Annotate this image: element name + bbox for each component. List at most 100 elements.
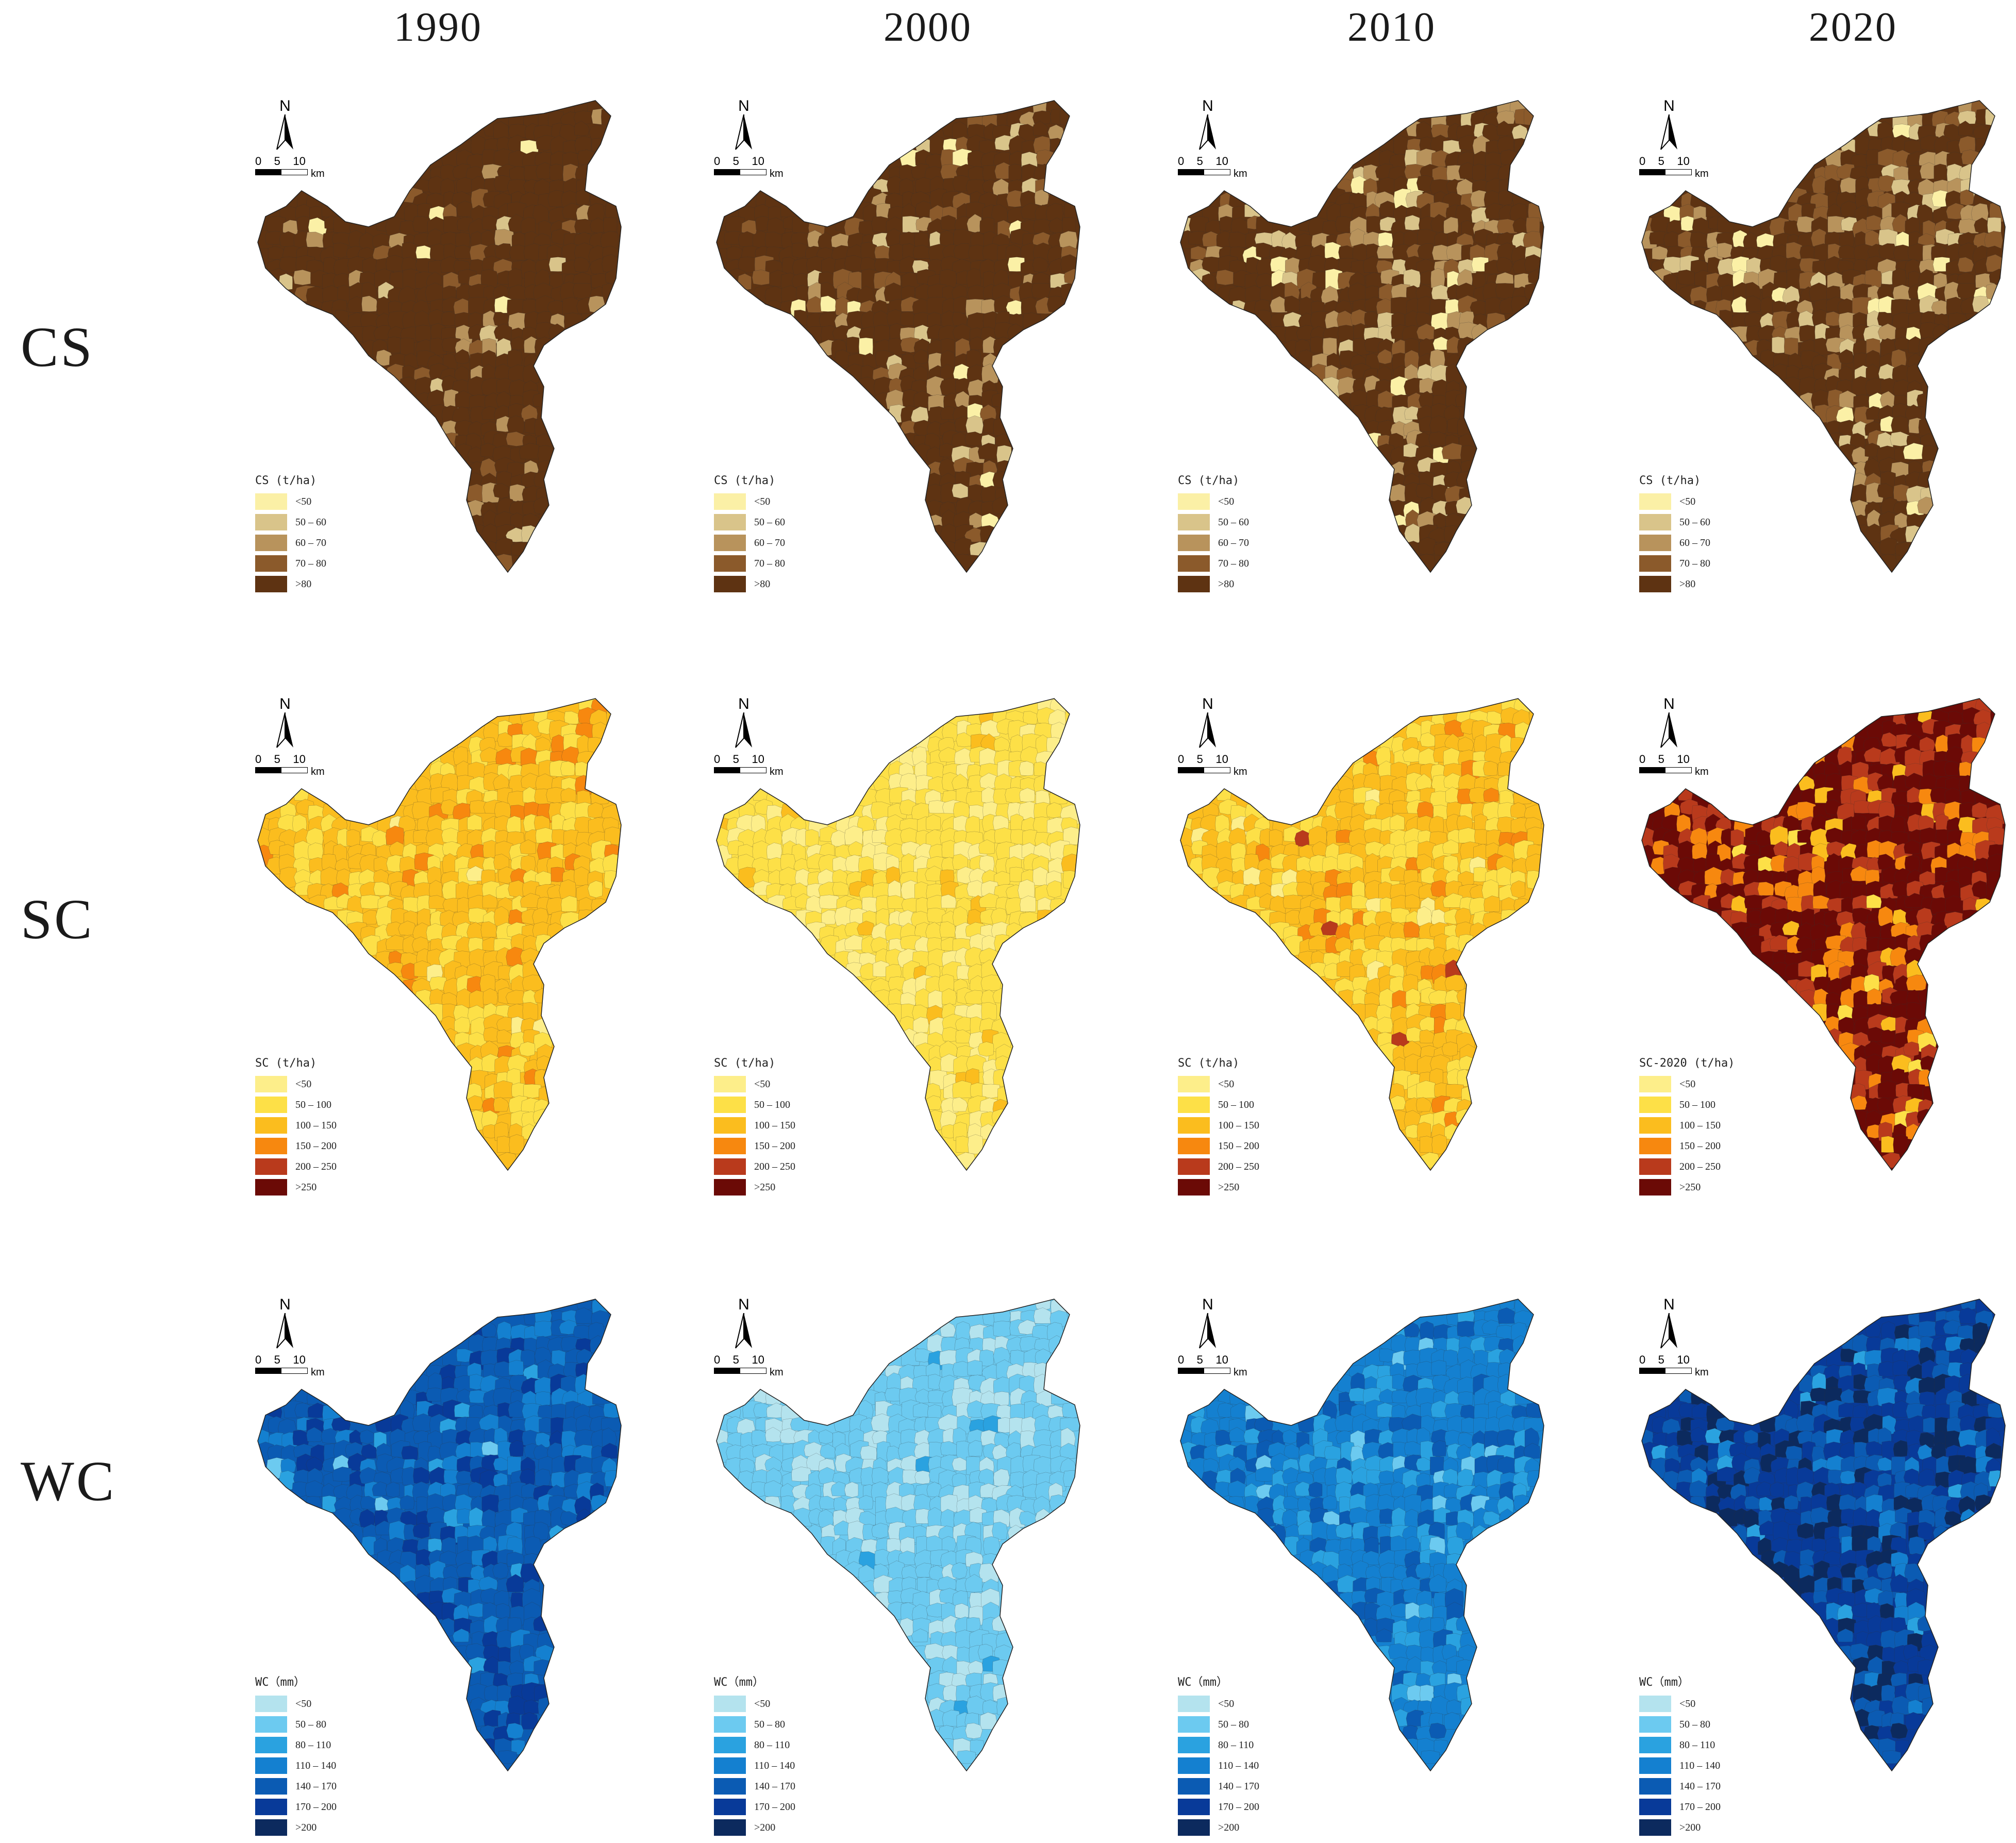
- legend-item: 50 – 60: [255, 512, 326, 533]
- legend-title: WC（mm）: [714, 1673, 795, 1689]
- legend-swatch: [1639, 1819, 1671, 1836]
- legend-swatch: [1178, 1819, 1210, 1836]
- scale-bar-graphic: [714, 1368, 767, 1374]
- scale-bar-ticks: 0 5 10: [1639, 155, 1690, 168]
- legend-swatch: [1639, 1737, 1671, 1753]
- legend-label: <50: [754, 1698, 770, 1710]
- legend-label: 60 – 70: [754, 537, 785, 549]
- north-arrow-icon: N: [264, 1297, 306, 1352]
- legend-swatch: [714, 1097, 746, 1113]
- legend-swatch: [1178, 1179, 1210, 1196]
- scale-bar-unit: km: [311, 766, 325, 778]
- legend-swatch: [255, 493, 287, 510]
- legend-swatch: [255, 1778, 287, 1795]
- scale-bar-unit: km: [1695, 168, 1709, 180]
- legend-swatch: [714, 1076, 746, 1092]
- legend-swatch: [1639, 1696, 1671, 1712]
- scale-bar-ticks: 0 5 10: [714, 1353, 764, 1367]
- legend-label: 100 – 150: [754, 1120, 795, 1132]
- legend-label: <50: [754, 496, 770, 508]
- legend-swatch: [255, 1117, 287, 1134]
- legend-item: >250: [1639, 1177, 1735, 1198]
- legend-swatch: [1639, 1138, 1671, 1154]
- legend-swatch: [1639, 1799, 1671, 1815]
- legend-label: 70 – 80: [1679, 558, 1710, 570]
- scale-bar: 0 5 10 km: [1639, 155, 1794, 186]
- north-letter: N: [723, 98, 764, 114]
- legend-item: >80: [1639, 574, 1710, 594]
- legend-swatch: [714, 1737, 746, 1753]
- legend-swatch: [714, 535, 746, 551]
- north-arrow-icon: N: [1648, 98, 1690, 153]
- legend-swatch: [714, 1138, 746, 1154]
- legend-item: <50: [1178, 1074, 1259, 1094]
- legend-item: <50: [1639, 491, 1710, 512]
- north-arrow-icon: N: [1187, 98, 1228, 153]
- legend-label: <50: [295, 1078, 311, 1090]
- legend-swatch: [714, 1158, 746, 1175]
- legend-item: 70 – 80: [1639, 553, 1710, 574]
- legend-item: 50 – 80: [714, 1714, 795, 1735]
- legend-label: <50: [295, 496, 311, 508]
- legend-item: <50: [714, 1693, 795, 1714]
- legend-swatch: [1639, 576, 1671, 592]
- scale-bar-graphic: [1178, 169, 1230, 175]
- legend-swatch: [1639, 1158, 1671, 1175]
- legend-item: 50 – 60: [1639, 512, 1710, 533]
- legend-label: <50: [1679, 496, 1695, 508]
- scale-bar-unit: km: [1695, 1367, 1709, 1379]
- scale-bar-ticks: 0 5 10: [1639, 1353, 1690, 1367]
- north-arrow-icon: N: [1187, 696, 1228, 751]
- legend-swatch: [1639, 1117, 1671, 1134]
- scale-bar-graphic: [1178, 767, 1230, 773]
- north-arrow-icon: N: [264, 696, 306, 751]
- legend-item: >80: [714, 574, 785, 594]
- legend-label: 100 – 150: [1218, 1120, 1259, 1132]
- scale-bar-unit: km: [1695, 766, 1709, 778]
- legend-swatch: [714, 1696, 746, 1712]
- legend-label: 50 – 60: [295, 517, 326, 528]
- north-letter: N: [1187, 1297, 1228, 1313]
- scale-bar-unit: km: [311, 1367, 325, 1379]
- legend-swatch: [714, 1819, 746, 1836]
- legend-label: 110 – 140: [295, 1760, 336, 1772]
- scale-bar-graphic: [255, 169, 308, 175]
- legend-item: 60 – 70: [255, 533, 326, 553]
- north-letter: N: [264, 98, 306, 114]
- legend-item: 50 – 100: [1178, 1094, 1259, 1115]
- legend-title: SC-2020 (t/ha): [1639, 1057, 1735, 1070]
- legend-item: 150 – 200: [1178, 1136, 1259, 1156]
- legend-label: >200: [295, 1822, 316, 1834]
- north-letter: N: [723, 696, 764, 712]
- legend-item: 100 – 150: [255, 1115, 337, 1136]
- legend-label: 150 – 200: [1679, 1140, 1721, 1152]
- legend-item: 150 – 200: [255, 1136, 337, 1156]
- north-letter: N: [1187, 696, 1228, 712]
- legend-label: 100 – 150: [295, 1120, 337, 1132]
- legend-swatch: [255, 1737, 287, 1753]
- legend-item: 200 – 250: [1639, 1156, 1735, 1177]
- legend-swatch: [1178, 1138, 1210, 1154]
- legend-label: 70 – 80: [295, 558, 326, 570]
- legend-label: 50 – 100: [1218, 1099, 1254, 1111]
- legend-item: <50: [714, 491, 785, 512]
- north-letter: N: [1187, 98, 1228, 114]
- legend-item: >200: [255, 1817, 337, 1838]
- north-letter: N: [1648, 98, 1690, 114]
- legend-title: CS (t/ha): [714, 474, 785, 487]
- legend-item: 60 – 70: [1178, 533, 1249, 553]
- legend-label: 200 – 250: [1218, 1161, 1259, 1173]
- legend-swatch: [255, 1757, 287, 1774]
- legend-swatch: [714, 493, 746, 510]
- north-letter: N: [264, 696, 306, 712]
- legend-item: 70 – 80: [714, 553, 785, 574]
